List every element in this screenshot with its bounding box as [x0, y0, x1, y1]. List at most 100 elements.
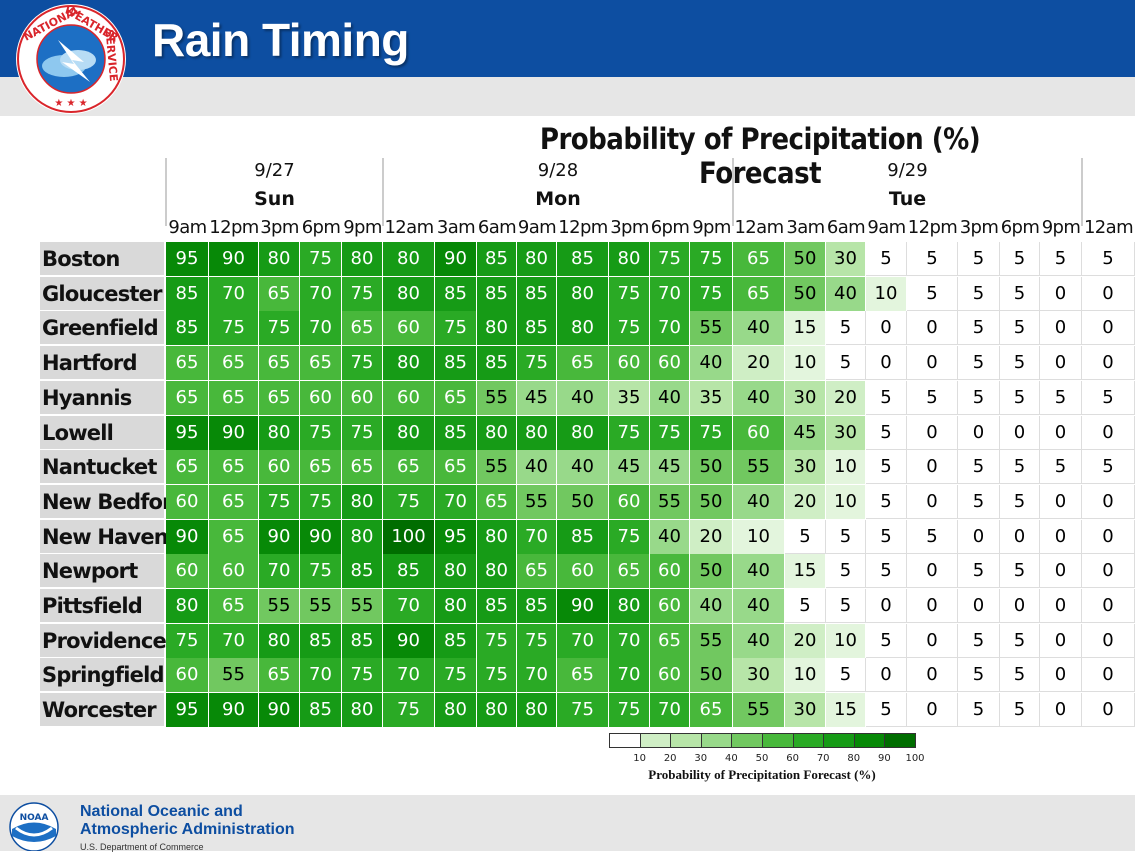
pop-cell: 55 — [733, 450, 785, 485]
pop-cell: 50 — [690, 450, 733, 485]
pop-cell: 65 — [383, 450, 435, 485]
pop-cell: 0 — [907, 589, 958, 623]
pop-cell: 0 — [1040, 311, 1082, 346]
pop-cell: 5 — [958, 242, 1000, 276]
pop-cell: 75 — [300, 242, 342, 276]
pop-cell: 70 — [300, 276, 342, 311]
pop-cell: 40 — [517, 450, 557, 485]
hour-label: 6am — [477, 217, 517, 238]
pop-cell: 20 — [690, 519, 733, 554]
pop-cell: 80 — [259, 415, 300, 450]
pop-cell: 5 — [866, 484, 907, 519]
svg-text:NOAA: NOAA — [20, 813, 49, 823]
pop-cell: 75 — [609, 693, 650, 728]
city-label: Worcester — [40, 693, 164, 727]
pop-cell: 5 — [1000, 554, 1040, 589]
pop-cell: 85 — [557, 242, 609, 276]
pop-cell: 20 — [785, 484, 826, 519]
pop-cell: 70 — [300, 658, 342, 693]
pop-cell: 15 — [785, 554, 826, 589]
pop-cell: 75 — [259, 484, 300, 519]
pop-cell: 60 — [733, 415, 785, 450]
pop-cell: 80 — [342, 519, 383, 554]
pop-cell: 65 — [435, 450, 477, 485]
pop-cell: 90 — [166, 519, 209, 554]
pop-cell: 0 — [907, 311, 958, 346]
pop-cell: 0 — [1040, 693, 1082, 728]
pop-cell: 5 — [907, 519, 958, 554]
pop-cell: 65 — [166, 450, 209, 485]
pop-cell: 55 — [477, 450, 517, 485]
pop-cell: 65 — [209, 519, 259, 554]
hour-label: 12am — [384, 217, 434, 238]
pop-cell: 30 — [826, 242, 866, 276]
hour-label: 12am — [1083, 217, 1134, 238]
pop-cell: 60 — [166, 484, 209, 519]
hour-label: 9pm — [343, 217, 382, 238]
pop-cell: 30 — [733, 658, 785, 693]
date-label: 9/28 — [537, 160, 579, 181]
pop-cell: 50 — [690, 658, 733, 693]
pop-cell: 15 — [785, 311, 826, 346]
legend-title: Probability of Precipitation Forecast (%… — [648, 767, 876, 782]
pop-cell: 85 — [477, 346, 517, 381]
pop-cell: 70 — [383, 589, 435, 623]
pop-cell: 60 — [300, 380, 342, 415]
pop-cell: 5 — [866, 450, 907, 485]
pop-cell: 5 — [958, 484, 1000, 519]
page-title: Rain Timing — [152, 14, 409, 66]
pop-cell: 10 — [826, 450, 866, 485]
pop-cell: 5 — [958, 623, 1000, 658]
pop-cell: 75 — [300, 554, 342, 589]
pop-cell: 95 — [166, 693, 209, 728]
pop-cell: 60 — [650, 658, 690, 693]
pop-cell: 80 — [342, 484, 383, 519]
hour-label: 12am — [734, 217, 784, 238]
pop-cell: 70 — [650, 311, 690, 346]
city-label: Newport — [40, 554, 164, 588]
pop-cell: 45 — [785, 415, 826, 450]
pop-cell: 60 — [383, 311, 435, 346]
pop-cell: 80 — [383, 242, 435, 276]
pop-cell: 80 — [477, 519, 517, 554]
pop-cell: 5 — [907, 380, 958, 415]
hour-label: 12pm — [209, 217, 259, 238]
hour-label: 6pm — [650, 217, 690, 238]
pop-cell: 65 — [300, 346, 342, 381]
pop-cell: 60 — [383, 380, 435, 415]
pop-cell: 40 — [733, 311, 785, 346]
pop-cell: 80 — [517, 415, 557, 450]
legend-tick-label: 50 — [755, 753, 769, 764]
pop-cell: 75 — [435, 311, 477, 346]
pop-cell: 0 — [1000, 589, 1040, 623]
pop-cell: 65 — [650, 623, 690, 658]
pop-cell: 5 — [1000, 484, 1040, 519]
pop-cell: 0 — [1040, 623, 1082, 658]
pop-cell: 70 — [609, 623, 650, 658]
pop-cell: 60 — [342, 380, 383, 415]
pop-cell: 0 — [907, 346, 958, 381]
pop-cell: 40 — [733, 623, 785, 658]
noaa-department: U.S. Department of Commerce — [80, 842, 204, 852]
pop-cell: 80 — [477, 415, 517, 450]
day-divider — [382, 158, 384, 226]
pop-cell: 50 — [785, 276, 826, 311]
pop-cell: 5 — [1082, 242, 1135, 276]
legend-swatch — [670, 733, 702, 748]
pop-cell: 70 — [259, 554, 300, 589]
pop-cell: 90 — [300, 519, 342, 554]
pop-cell: 80 — [477, 554, 517, 589]
pop-cell: 85 — [342, 554, 383, 589]
legend-tick-label: 60 — [786, 753, 799, 764]
pop-cell: 0 — [866, 311, 907, 346]
pop-cell: 5 — [958, 346, 1000, 381]
pop-cell: 75 — [259, 311, 300, 346]
pop-cell: 5 — [1000, 450, 1040, 485]
pop-cell: 45 — [517, 380, 557, 415]
legend-tick-label: 30 — [694, 753, 708, 764]
pop-cell: 80 — [383, 276, 435, 311]
day-label: Sun — [254, 188, 295, 210]
pop-cell: 80 — [557, 276, 609, 311]
pop-cell: 85 — [517, 276, 557, 311]
